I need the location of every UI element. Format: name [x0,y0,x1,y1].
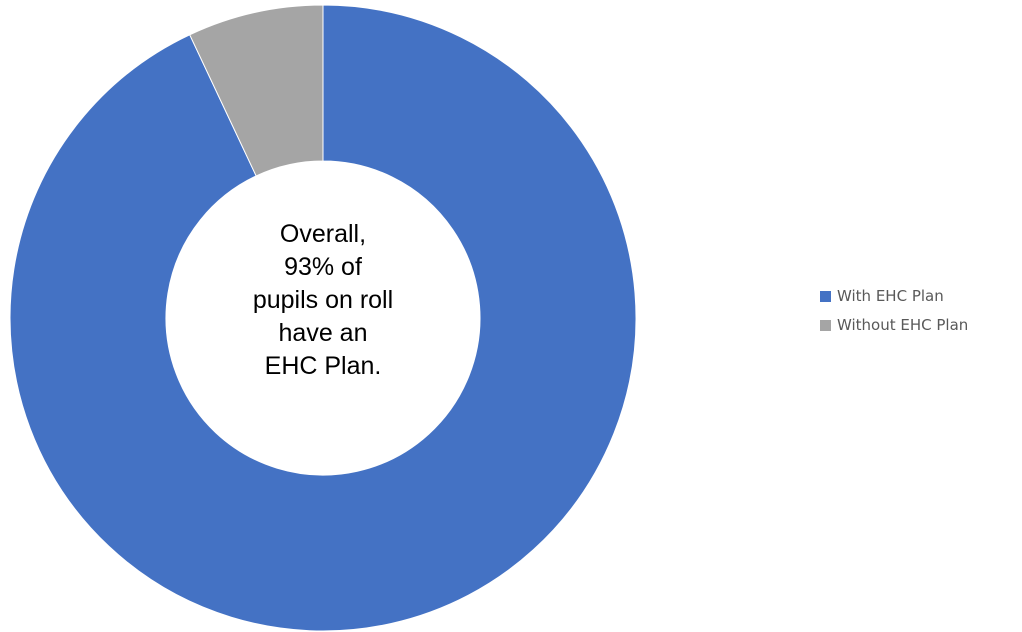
center-text-line: Overall, [279,220,367,248]
donut-chart-svg [9,4,637,632]
legend-label: Without EHC Plan [837,316,969,334]
legend-item-with-ehc-plan: With EHC Plan [820,286,968,306]
donut-slice-with-ehc-plan [9,4,637,632]
legend-label: With EHC Plan [837,287,944,305]
legend-item-without-ehc-plan: Without EHC Plan [820,315,968,335]
donut-slices [9,4,637,632]
center-text-line: pupils on roll [252,286,394,314]
donut-slice-without-ehc-plan [189,4,324,177]
center-text-line: 93% of [284,253,362,281]
center-text-line: EHC Plan. [264,352,382,380]
donut-center-text: Overall, 93% of pupils on roll have an E… [213,218,433,383]
legend-swatch [820,319,831,331]
legend-swatch [820,290,831,302]
center-text-line: have an [278,319,368,347]
chart-legend: With EHC Plan Without EHC Plan [820,286,968,344]
